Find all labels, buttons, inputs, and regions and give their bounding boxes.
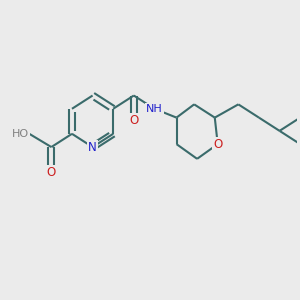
Text: O: O — [47, 166, 56, 178]
Text: O: O — [213, 138, 222, 151]
Text: N: N — [88, 141, 97, 154]
Text: O: O — [129, 114, 138, 127]
Text: NH: NH — [146, 104, 163, 114]
Text: HO: HO — [12, 129, 29, 139]
